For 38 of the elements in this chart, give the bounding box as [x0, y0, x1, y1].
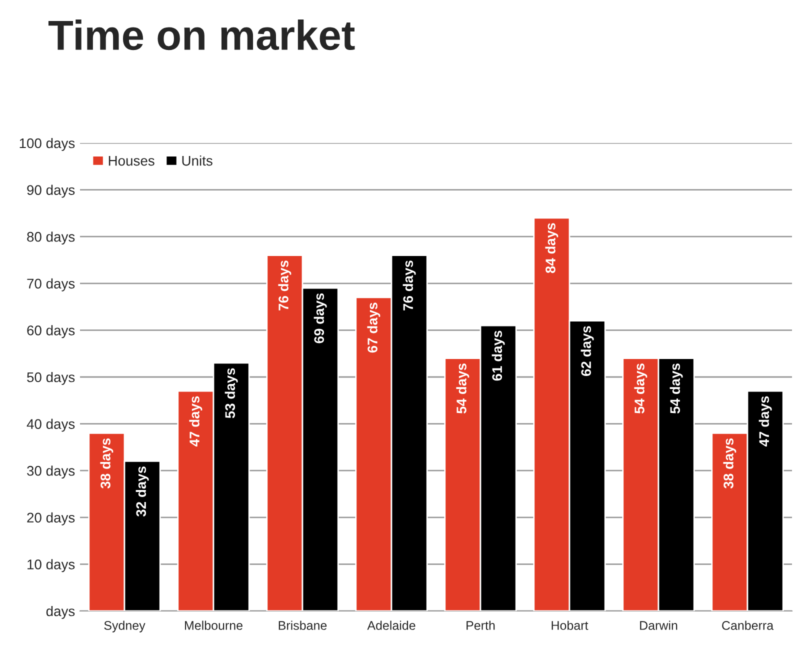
legend-label: Houses — [108, 156, 154, 166]
data-label: 54 days — [634, 364, 648, 414]
y-tick-label: 40 days — [26, 418, 75, 432]
data-label: 61 days — [492, 330, 505, 381]
y-tick-label: 50 days — [27, 372, 75, 385]
x-tick-label: Canberra — [722, 620, 774, 630]
data-label: 54 days — [670, 364, 683, 414]
y-tick-label: 10 days — [28, 559, 75, 572]
data-label: 84 days — [545, 223, 558, 274]
data-label: 53 days — [224, 368, 238, 418]
x-tick-label: Brisbane — [278, 620, 327, 630]
x-tick-label: Melbourne — [184, 620, 242, 630]
x-tick-label: Perth — [466, 620, 495, 630]
y-tick-label: 70 days — [27, 278, 75, 292]
x-tick-label: Darwin — [640, 620, 678, 630]
y-tick-label: 20 days — [27, 512, 75, 526]
data-label: 38 days — [100, 438, 114, 488]
data-label: 47 days — [189, 396, 202, 446]
data-label: 76 days — [402, 260, 416, 310]
data-label: 76 days — [278, 260, 292, 310]
y-tick-label: days — [46, 606, 75, 619]
x-tick-label: Adelaide — [367, 620, 416, 630]
y-tick-label: 90 days — [27, 184, 75, 198]
x-tick-label: Sydney — [104, 620, 146, 632]
data-label: 32 days — [136, 466, 149, 517]
y-tick-label: 80 days — [27, 232, 75, 245]
data-label: 38 days — [723, 438, 736, 488]
chart-title: Time on market — [48, 20, 355, 50]
x-tick-label: Hobart — [552, 620, 588, 630]
data-label: 62 days — [580, 326, 594, 376]
data-label: 67 days — [367, 302, 380, 353]
data-label: 69 days — [314, 293, 327, 344]
data-label: 54 days — [456, 364, 470, 414]
y-tick-label: 30 days — [27, 466, 75, 479]
y-tick-label: 60 days — [27, 325, 75, 338]
data-label: 47 days — [758, 396, 772, 446]
legend-label: Units — [182, 156, 212, 166]
y-tick-label: 100 days — [20, 138, 75, 151]
